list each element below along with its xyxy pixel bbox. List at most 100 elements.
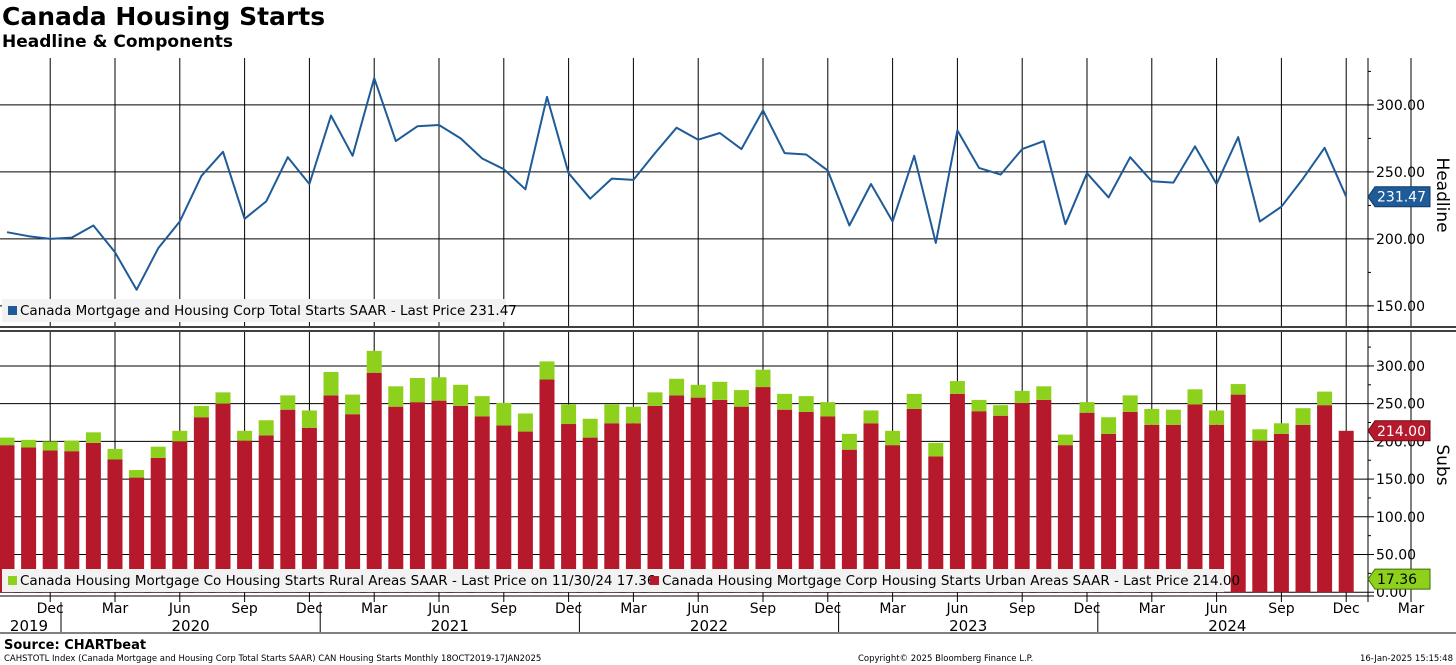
axes: Dec Mar Jun Sep Dec Mar Jun Sep Dec Mar Jun Sep Dec M… (0, 58, 1456, 635)
rural-bar (42, 441, 58, 451)
urban-bar (1101, 433, 1117, 593)
urban-bar (1057, 445, 1073, 593)
x-month-label: Dec (555, 601, 582, 617)
x-month-label: Jun (945, 601, 968, 617)
urban-bar (280, 409, 296, 593)
top-axis-title: Headline (1432, 157, 1452, 232)
urban-bar (841, 449, 857, 593)
rural-bar (301, 410, 317, 428)
line-series (6, 77, 1348, 291)
bottom-y-tick-label: 250.00 (1376, 397, 1425, 413)
urban-bar (906, 408, 922, 593)
rural-bar (1036, 386, 1052, 400)
x-month-label: Dec (1333, 601, 1360, 617)
urban-bar (388, 406, 404, 593)
rural-last-tag-shape (1367, 568, 1431, 590)
urban-bar (733, 406, 749, 593)
urban-bar (517, 431, 533, 593)
rural-bar (388, 386, 404, 407)
chart-title: Canada Housing Starts (2, 2, 326, 31)
urban-last-tag-shape (1367, 420, 1431, 442)
rural-bar (366, 350, 382, 373)
timestamp: 16-Jan-2025 15:15:48 (1360, 654, 1453, 664)
rural-bar (85, 432, 101, 443)
urban-bar (409, 402, 425, 593)
rural-bar (561, 404, 577, 425)
rural-bar (539, 361, 555, 380)
urban-bar (193, 417, 209, 593)
rural-bar (1317, 391, 1333, 406)
urban-bar (323, 395, 339, 593)
rural-bar (1209, 410, 1225, 425)
rural-bar (1079, 402, 1095, 413)
bottom-axis-title: Subs (1432, 444, 1452, 485)
urban-bar (496, 425, 512, 593)
rural-bar (193, 405, 209, 418)
urban-bar (107, 459, 123, 593)
top-legend: Canada Mortgage and Housing Corp Total S… (2, 299, 517, 322)
rural-bar (172, 430, 188, 442)
rural-bar (496, 402, 512, 426)
urban-bar (258, 435, 274, 593)
rural-bar (21, 439, 37, 448)
urban-bar (1187, 404, 1203, 593)
urban-bar (1317, 405, 1333, 593)
bottom-y-tick-label: 100.00 (1376, 510, 1425, 526)
urban-bar (453, 405, 469, 593)
top-legend-swatch (8, 306, 17, 315)
urban-bar (1144, 424, 1160, 593)
x-month-label: Dec (1073, 601, 1100, 617)
rural-bar (280, 395, 296, 410)
x-year-label: 2019 (10, 617, 48, 635)
urban-bar (1079, 412, 1095, 593)
rural-bar (1230, 384, 1246, 395)
x-month-label: Jun (427, 601, 450, 617)
rural-bar (690, 384, 706, 398)
x-month-label: Dec (296, 601, 323, 617)
x-month-label: Sep (1268, 601, 1295, 617)
x-month-label: Jun (1205, 601, 1228, 617)
urban-legend-label: Canada Housing Mortgage Corp Housing Sta… (662, 573, 1240, 589)
urban-bar (690, 397, 706, 593)
urban-bar (0, 445, 15, 593)
rural-bar (1014, 390, 1030, 403)
urban-bar (431, 400, 447, 593)
rural-bar (237, 430, 253, 441)
rural-bar (1101, 417, 1117, 434)
urban-bar (1338, 430, 1354, 593)
x-year-label: 2021 (431, 617, 469, 635)
rural-bar (971, 399, 987, 412)
x-month-label: Jun (686, 601, 709, 617)
rural-bar (1273, 423, 1289, 434)
urban-bar (21, 447, 37, 593)
urban-bar (64, 451, 80, 593)
urban-bar (669, 395, 685, 593)
urban-bar (474, 416, 490, 593)
rural-bar (604, 404, 620, 424)
urban-bar (1295, 424, 1311, 593)
x-year-label: 2023 (949, 617, 987, 635)
x-year-label: 2024 (1208, 617, 1246, 635)
urban-bar (172, 441, 188, 593)
rural-bar (755, 369, 771, 388)
top-y-tick-label: 250.00 (1376, 165, 1425, 181)
urban-bar (863, 423, 879, 593)
x-month-label: Dec (37, 601, 64, 617)
urban-bar (647, 405, 663, 593)
urban-bar (85, 442, 101, 593)
urban-bar (1122, 411, 1138, 593)
top-y-tick-label: 300.00 (1376, 98, 1425, 114)
rural-bar (733, 390, 749, 407)
rural-bar (1057, 434, 1073, 446)
urban-last-tag-text: 214.00 (1377, 424, 1426, 440)
rural-bar (1295, 408, 1311, 425)
top-legend-label: Canada Mortgage and Housing Corp Total S… (20, 303, 517, 319)
index-note: CAHSTOTL Index (Canada Mortgage and Hous… (4, 654, 541, 664)
urban-bar (215, 403, 231, 593)
rural-bar (1144, 408, 1160, 425)
x-year-label: 2020 (172, 617, 210, 635)
urban-bar (798, 411, 814, 593)
urban-bar (1252, 440, 1268, 593)
rural-bar (820, 402, 836, 417)
rural-bar (712, 381, 728, 400)
